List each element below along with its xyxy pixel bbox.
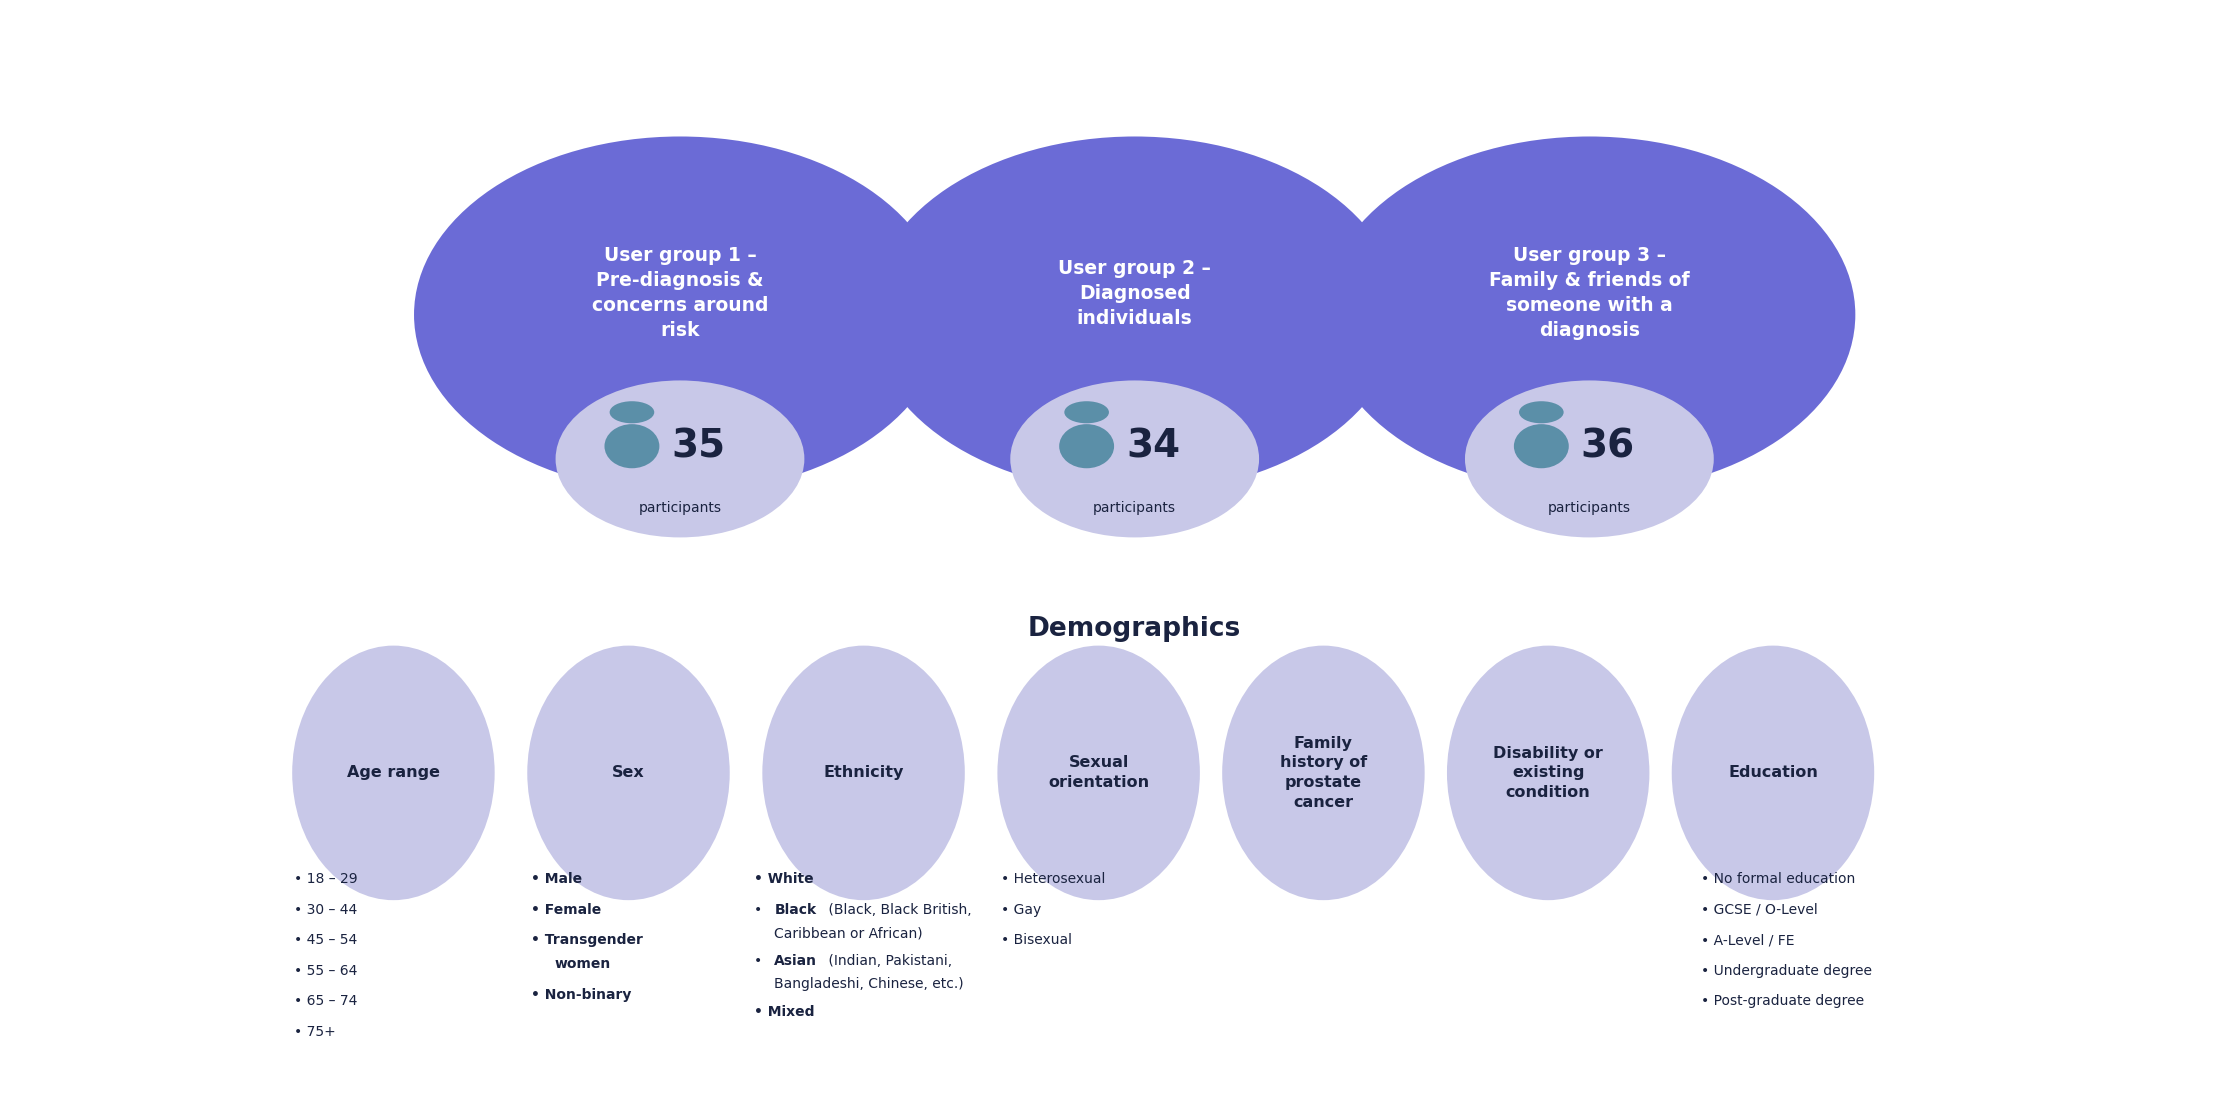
Text: Age range: Age range xyxy=(348,766,441,780)
Ellipse shape xyxy=(868,137,1401,493)
Text: Bangladeshi, Chinese, etc.): Bangladeshi, Chinese, etc.) xyxy=(775,977,963,992)
Text: Family
history of
prostate
cancer: Family history of prostate cancer xyxy=(1280,736,1366,810)
Text: • 45 – 54: • 45 – 54 xyxy=(294,933,356,948)
Text: 34: 34 xyxy=(1127,428,1180,465)
Text: women: women xyxy=(556,957,611,971)
Text: • GCSE / O-Level: • GCSE / O-Level xyxy=(1700,903,1818,917)
Text: Caribbean or African): Caribbean or African) xyxy=(775,927,923,940)
Text: • Male: • Male xyxy=(531,872,582,886)
Text: • Heterosexual: • Heterosexual xyxy=(1001,872,1105,886)
Text: 36: 36 xyxy=(1581,428,1634,465)
Ellipse shape xyxy=(1466,380,1714,538)
Text: Black: Black xyxy=(775,903,817,917)
Ellipse shape xyxy=(1514,424,1570,468)
Ellipse shape xyxy=(762,646,965,900)
Text: • Non-binary: • Non-binary xyxy=(531,987,631,1002)
Text: participants: participants xyxy=(1548,501,1632,515)
Text: •: • xyxy=(753,903,766,917)
Ellipse shape xyxy=(1448,646,1649,900)
Ellipse shape xyxy=(1324,137,1855,493)
Text: participants: participants xyxy=(1094,501,1176,515)
Circle shape xyxy=(609,401,655,423)
Circle shape xyxy=(1519,401,1563,423)
Text: Asian: Asian xyxy=(775,953,817,968)
Circle shape xyxy=(1065,401,1109,423)
Ellipse shape xyxy=(1058,424,1114,468)
Text: • No formal education: • No formal education xyxy=(1700,872,1855,886)
Text: • Bisexual: • Bisexual xyxy=(1001,933,1072,948)
Text: • Female: • Female xyxy=(531,903,600,917)
Text: • 75+: • 75+ xyxy=(294,1025,337,1039)
Text: User group 3 –
Family & friends of
someone with a
diagnosis: User group 3 – Family & friends of someo… xyxy=(1490,247,1689,341)
Ellipse shape xyxy=(999,646,1200,900)
Text: User group 1 –
Pre-diagnosis &
concerns around
risk: User group 1 – Pre-diagnosis & concerns … xyxy=(591,247,768,341)
Text: • Post-graduate degree: • Post-graduate degree xyxy=(1700,994,1864,1008)
Ellipse shape xyxy=(1222,646,1424,900)
Text: Sex: Sex xyxy=(611,766,644,780)
Ellipse shape xyxy=(1672,646,1875,900)
Text: 35: 35 xyxy=(671,428,726,465)
Text: User group 2 –
Diagnosed
individuals: User group 2 – Diagnosed individuals xyxy=(1058,259,1211,328)
Ellipse shape xyxy=(527,646,731,900)
Text: (Black, Black British,: (Black, Black British, xyxy=(824,903,972,917)
Ellipse shape xyxy=(604,424,660,468)
Ellipse shape xyxy=(1010,380,1260,538)
Text: • 55 – 64: • 55 – 64 xyxy=(294,964,356,977)
Text: • 18 – 29: • 18 – 29 xyxy=(294,872,356,886)
Text: • 65 – 74: • 65 – 74 xyxy=(294,994,356,1008)
Text: • Transgender: • Transgender xyxy=(531,933,642,948)
Text: Sexual
orientation: Sexual orientation xyxy=(1047,756,1149,790)
Text: Ethnicity: Ethnicity xyxy=(824,766,903,780)
Text: (Indian, Pakistani,: (Indian, Pakistani, xyxy=(824,953,952,968)
Text: • Gay: • Gay xyxy=(1001,903,1041,917)
Text: Disability or
existing
condition: Disability or existing condition xyxy=(1492,746,1603,800)
Text: • A-Level / FE: • A-Level / FE xyxy=(1700,933,1793,948)
Text: • Undergraduate degree: • Undergraduate degree xyxy=(1700,964,1871,977)
Ellipse shape xyxy=(414,137,945,493)
Text: Education: Education xyxy=(1729,766,1818,780)
Ellipse shape xyxy=(556,380,804,538)
Text: • 30 – 44: • 30 – 44 xyxy=(294,903,356,917)
Ellipse shape xyxy=(292,646,494,900)
Text: Demographics: Demographics xyxy=(1027,616,1242,641)
Text: • Mixed: • Mixed xyxy=(753,1005,815,1018)
Text: •: • xyxy=(753,953,766,968)
Text: participants: participants xyxy=(638,501,722,515)
Text: • White: • White xyxy=(753,872,813,886)
